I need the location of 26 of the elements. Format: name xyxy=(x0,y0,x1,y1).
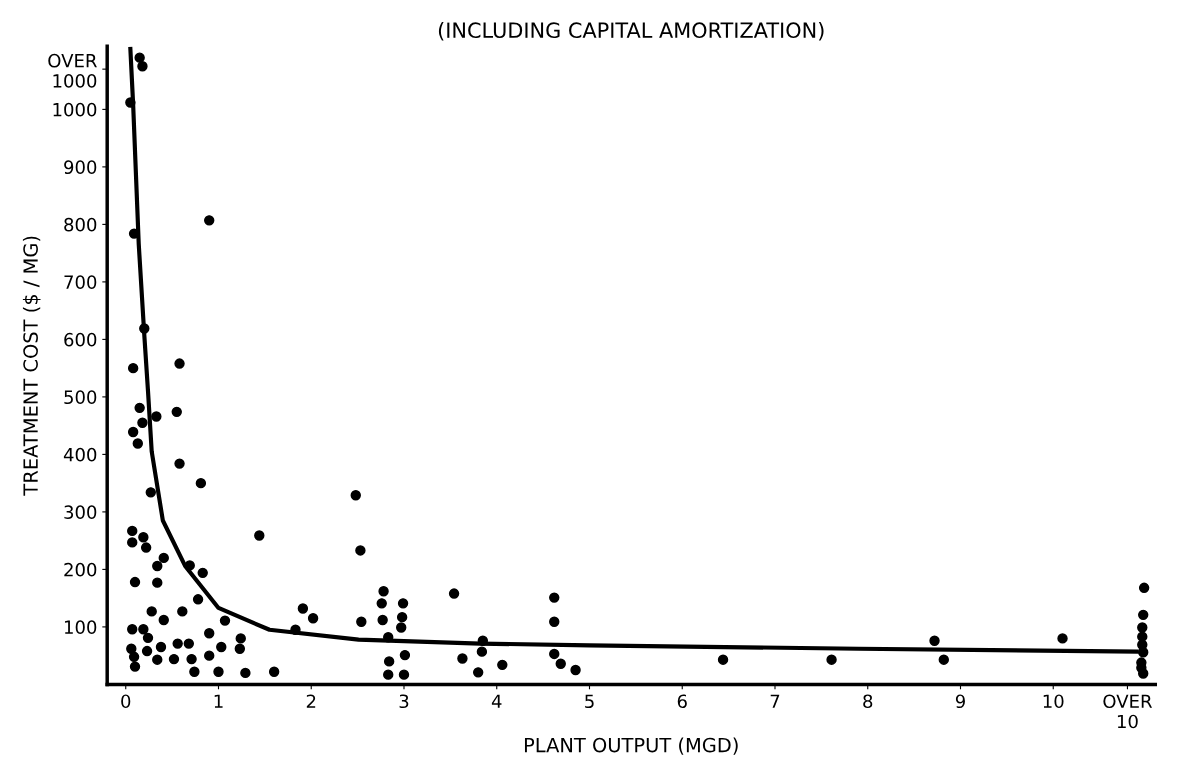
y-tick-label: 800 xyxy=(64,217,97,232)
chart-title: (INCLUDING CAPITAL AMORTIZATION) xyxy=(438,22,824,41)
y-tick-label: OVER 1000 xyxy=(48,53,97,88)
x-tick-label: 5 xyxy=(585,694,594,709)
y-axis-title: TREATMENT COST ($ / MG) xyxy=(22,236,41,496)
y-tick-label: 900 xyxy=(64,160,97,175)
x-tick-label: 0 xyxy=(121,694,131,709)
y-tick-label: 500 xyxy=(64,390,97,405)
y-tick-label: 300 xyxy=(64,505,97,520)
x-tick-label: 2 xyxy=(306,694,316,708)
y-tick-label: 200 xyxy=(64,562,97,577)
y-tick-label: 100 xyxy=(64,620,97,635)
x-tick-label: OVER 10 xyxy=(1103,694,1153,729)
x-axis-title: PLANT OUTPUT (MGD) xyxy=(524,737,738,755)
x-tick-label: 10 xyxy=(1043,694,1064,709)
x-tick-label: 7 xyxy=(770,694,780,708)
x-tick-label: 4 xyxy=(491,694,502,708)
x-tick-label: 8 xyxy=(863,694,873,709)
x-tick-label: 1 xyxy=(214,694,223,708)
x-tick-label: 9 xyxy=(955,694,965,709)
x-tick-label: 6 xyxy=(677,694,687,709)
y-tick-label: 1000 xyxy=(53,102,97,117)
y-tick-label: 700 xyxy=(64,275,97,290)
y-tick-label: 400 xyxy=(63,447,97,462)
x-tick-label: 3 xyxy=(399,694,409,709)
y-tick-label: 600 xyxy=(64,332,97,347)
